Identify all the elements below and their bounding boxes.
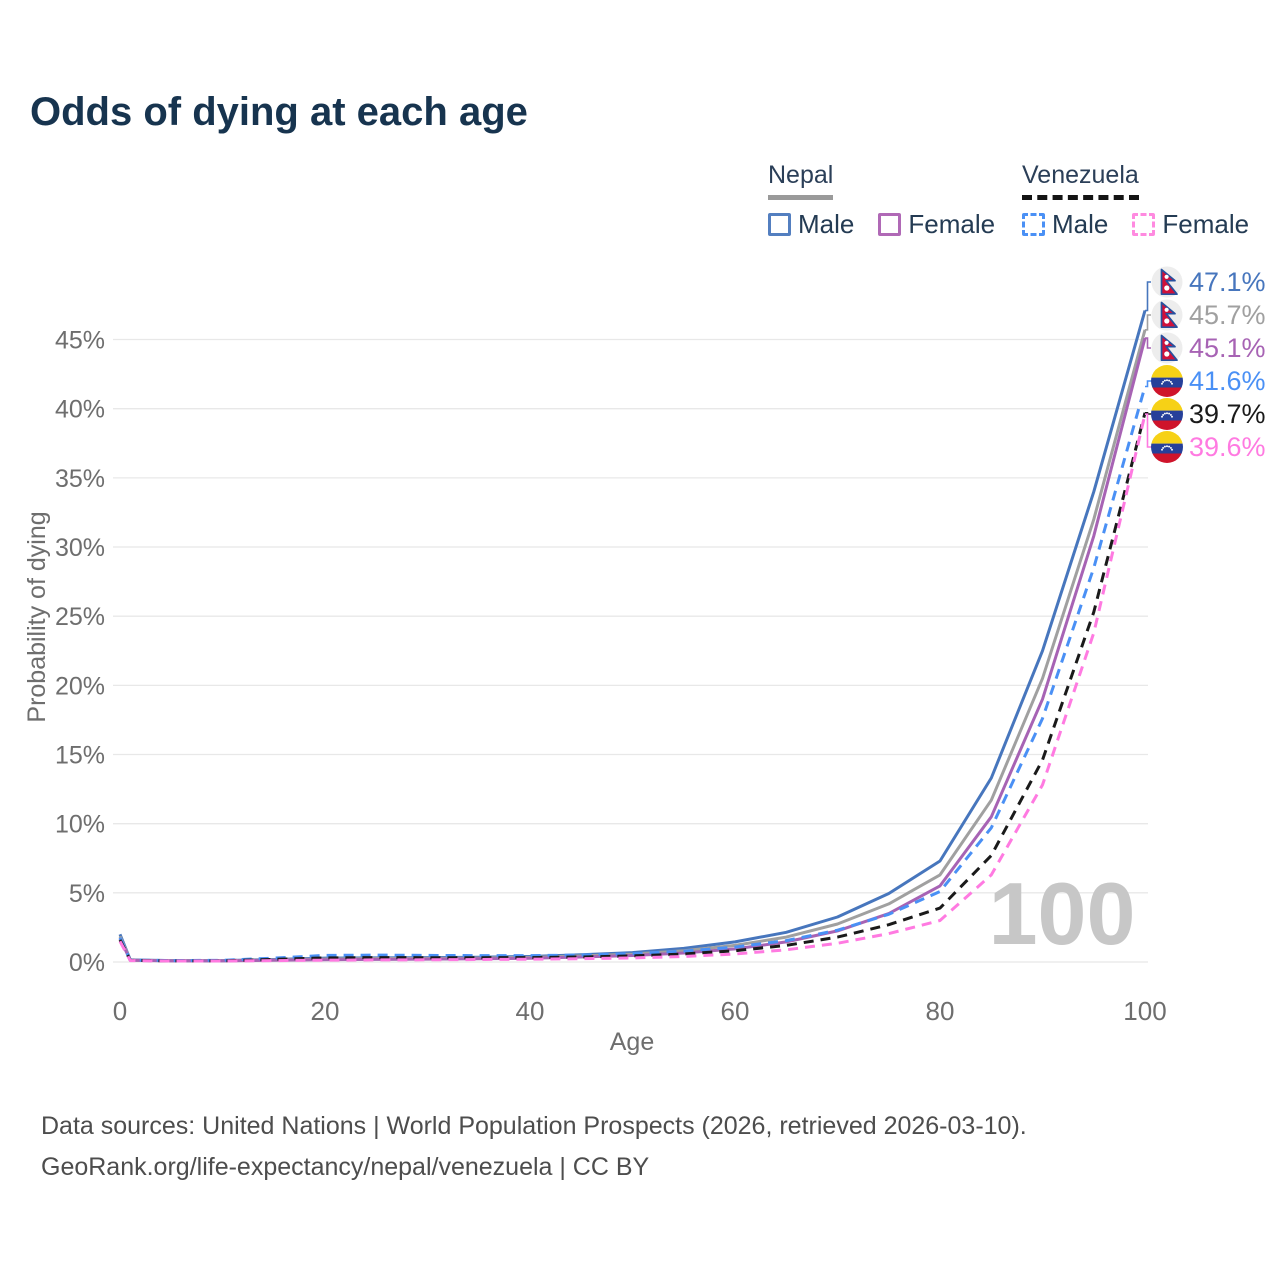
page-title: Odds of dying at each age	[30, 90, 528, 134]
odds-of-dying-chart[interactable]: 0% 5% 10% 15% 20% 25% 30% 35% 40% 45% 100 0 20 40 60 80…	[0, 0, 1280, 1080]
y-tick-label: 5%	[69, 880, 105, 908]
x-tick-label: 40	[516, 996, 545, 1026]
nepal-flag-icon	[1151, 299, 1183, 331]
legend-label: Male	[1052, 209, 1109, 239]
y-tick-label: 45%	[55, 327, 105, 355]
nepal-female-swatch-icon[interactable]	[878, 213, 902, 236]
x-tick-label: 80	[926, 996, 955, 1026]
chart-area: 0% 5% 10% 15% 20% 25% 30% 35% 40% 45% 100 0 20 40 60 80…	[0, 0, 1280, 1080]
legend-toggle-nepal-female[interactable]: Female	[878, 209, 995, 240]
legend-group-venezuela: Venezuela Male Female	[1022, 161, 1249, 240]
venezuela-flag-icon	[1151, 431, 1183, 463]
end-label-value: 41.6%	[1189, 366, 1266, 396]
venezuela-flag-icon	[1151, 398, 1183, 430]
venezuela-male-swatch-icon[interactable]	[1022, 213, 1045, 236]
legend-label: Male	[798, 209, 855, 239]
series-line-venezuela-female[interactable]	[118, 413, 1147, 963]
y-tick-label: 25%	[55, 603, 105, 631]
x-tick-label: 60	[721, 996, 750, 1026]
end-label-value: 39.6%	[1189, 432, 1266, 462]
y-tick-label: 0%	[69, 949, 105, 977]
end-label-value: 47.1%	[1189, 267, 1266, 297]
venezuela-female-swatch-icon[interactable]	[1132, 213, 1156, 236]
label-connector	[1145, 380, 1151, 388]
end-label-value: 45.7%	[1189, 300, 1266, 330]
y-tick-label: 15%	[55, 742, 105, 770]
y-tick-label: 35%	[55, 465, 105, 493]
data-sources-line: Data sources: United Nations | World Pop…	[41, 1112, 1027, 1140]
legend-toggle-nepal-male[interactable]: Male	[768, 209, 854, 240]
x-tick-label: 20	[311, 996, 340, 1026]
y-axis-title: Probability of dying	[23, 511, 51, 722]
legend-country-nepal: Nepal	[768, 161, 834, 200]
label-connector	[1145, 314, 1151, 331]
y-tick-label: 40%	[55, 396, 105, 424]
y-tick-label: 30%	[55, 534, 105, 562]
venezuela-flag-icon	[1151, 365, 1183, 397]
nepal-flag-icon	[1151, 332, 1183, 364]
label-connector	[1145, 413, 1151, 448]
label-connector	[1145, 337, 1151, 349]
nepal-male-swatch-icon[interactable]	[768, 213, 791, 236]
y-tick-label: 10%	[55, 811, 105, 839]
label-connector	[1145, 412, 1151, 415]
footer: Data sources: United Nations | World Pop…	[41, 1106, 1027, 1188]
x-axis-title: Age	[610, 1028, 654, 1056]
y-tick-label: 20%	[55, 672, 105, 700]
nepal-flag-icon	[1151, 266, 1183, 298]
end-label-value: 39.7%	[1189, 399, 1266, 429]
end-label-value: 45.1%	[1189, 333, 1266, 363]
age-watermark: 100	[989, 864, 1136, 963]
legend-label: Female	[908, 209, 996, 239]
x-tick-label: 100	[1123, 996, 1166, 1026]
legend-country-venezuela: Venezuela	[1022, 161, 1139, 200]
legend-toggle-venezuela-female[interactable]: Female	[1132, 209, 1249, 240]
legend-label: Female	[1162, 209, 1250, 239]
legend-group-nepal: Nepal Male Female	[768, 161, 995, 240]
label-connector	[1145, 281, 1151, 312]
legend-toggle-venezuela-male[interactable]: Male	[1022, 209, 1108, 240]
attribution-line: GeoRank.org/life-expectancy/nepal/venezu…	[41, 1153, 650, 1181]
x-tick-label: 0	[113, 996, 127, 1026]
